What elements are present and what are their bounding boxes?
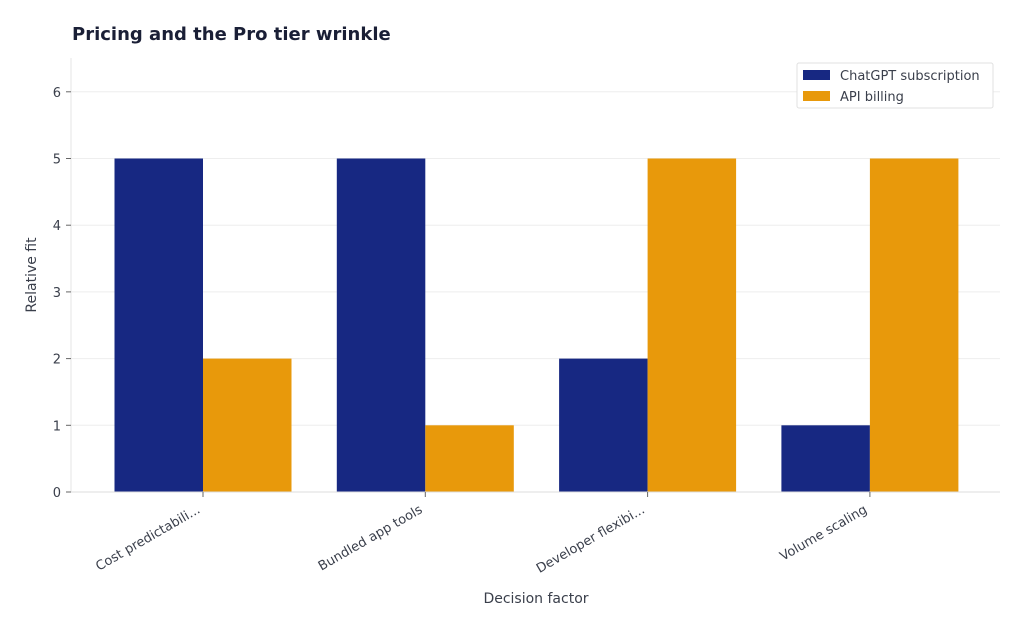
y-tick-label: 5 [53, 153, 61, 168]
bar-api-0 [203, 358, 292, 492]
y-tick-label: 4 [53, 219, 61, 234]
legend-label-api: API billing [840, 90, 904, 105]
y-tick-label: 0 [53, 486, 61, 501]
bars [114, 158, 959, 492]
legend: ChatGPT subscription API billing [796, 62, 994, 109]
bar-api-3 [869, 158, 959, 492]
bar-chatgpt-2 [559, 358, 648, 492]
y-ticks: 0 1 2 3 4 5 6 [53, 86, 71, 501]
bar-chatgpt-0 [114, 158, 203, 492]
x-ticks: Cost predictabili... Bundled app tools Dev… [93, 492, 871, 577]
x-tick-label: Volume scaling [777, 502, 869, 564]
chart-title: Pricing and the Pro tier wrinkle [72, 24, 391, 45]
bar-chatgpt-3 [781, 425, 870, 492]
bar-chatgpt-1 [336, 158, 426, 492]
legend-swatch-api [803, 91, 830, 101]
x-axis-label: Decision factor [483, 591, 588, 607]
y-axis-label: Relative fit [24, 237, 40, 313]
y-tick-label: 3 [53, 286, 61, 301]
legend-swatch-chatgpt [803, 70, 830, 80]
legend-label-chatgpt: ChatGPT subscription [840, 69, 980, 84]
y-tick-label: 6 [53, 86, 61, 101]
x-tick-label: Developer flexibi... [534, 502, 648, 576]
axes [70, 58, 1000, 493]
y-tick-label: 2 [53, 353, 61, 368]
bar-api-2 [647, 158, 737, 492]
x-tick-label: Cost predictabili... [93, 502, 203, 574]
legend-box [796, 62, 994, 109]
x-tick-label: Bundled app tools [316, 502, 426, 574]
y-tick-label: 1 [53, 419, 61, 434]
bar-api-1 [425, 425, 514, 492]
